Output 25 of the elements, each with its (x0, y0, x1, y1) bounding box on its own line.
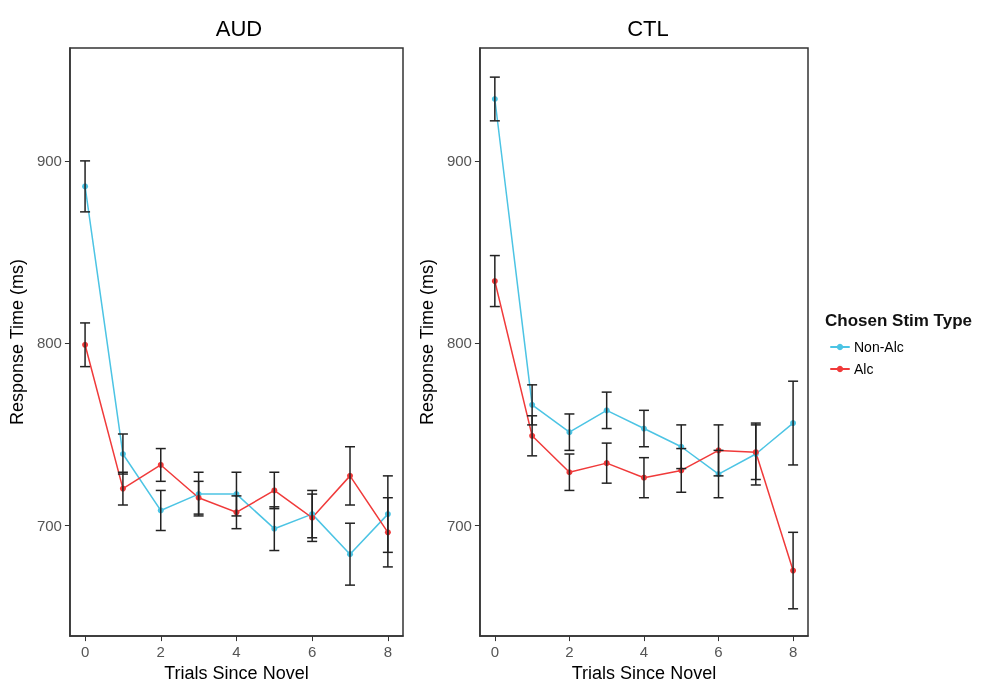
x-tick-label: 8 (383, 643, 393, 661)
chart-title: AUD (215, 15, 263, 41)
legend-label: Alc (854, 361, 874, 377)
y-tick-label: 700 (446, 516, 472, 534)
legend-title: Chosen Stim Type (825, 311, 973, 330)
x-axis-title: Trials Since Novel (164, 663, 309, 683)
y-axis-title: Response Time (ms) (417, 259, 437, 426)
y-tick-label: 700 (36, 516, 62, 534)
x-tick-label: 2 (156, 643, 165, 661)
y-axis-title: Response Time (ms) (7, 259, 27, 426)
x-tick-label: 4 (232, 643, 241, 661)
x-tick-label: 2 (565, 643, 574, 661)
x-tick-label: 4 (639, 643, 649, 661)
y-tick-label: 900 (446, 152, 472, 170)
x-tick-label: 0 (80, 643, 90, 661)
x-tick-label: 6 (307, 643, 317, 661)
x-axis-title: Trials Since Novel (571, 663, 717, 683)
x-tick-label: 0 (490, 643, 500, 661)
y-tick-label: 900 (36, 152, 62, 170)
y-tick-label: 800 (36, 334, 62, 352)
legend-label: Non-Alc (854, 339, 904, 355)
y-tick-label: 800 (446, 334, 472, 352)
chart-title: CTL (627, 15, 669, 41)
x-tick-label: 8 (788, 643, 798, 661)
x-tick-label: 6 (714, 643, 723, 661)
